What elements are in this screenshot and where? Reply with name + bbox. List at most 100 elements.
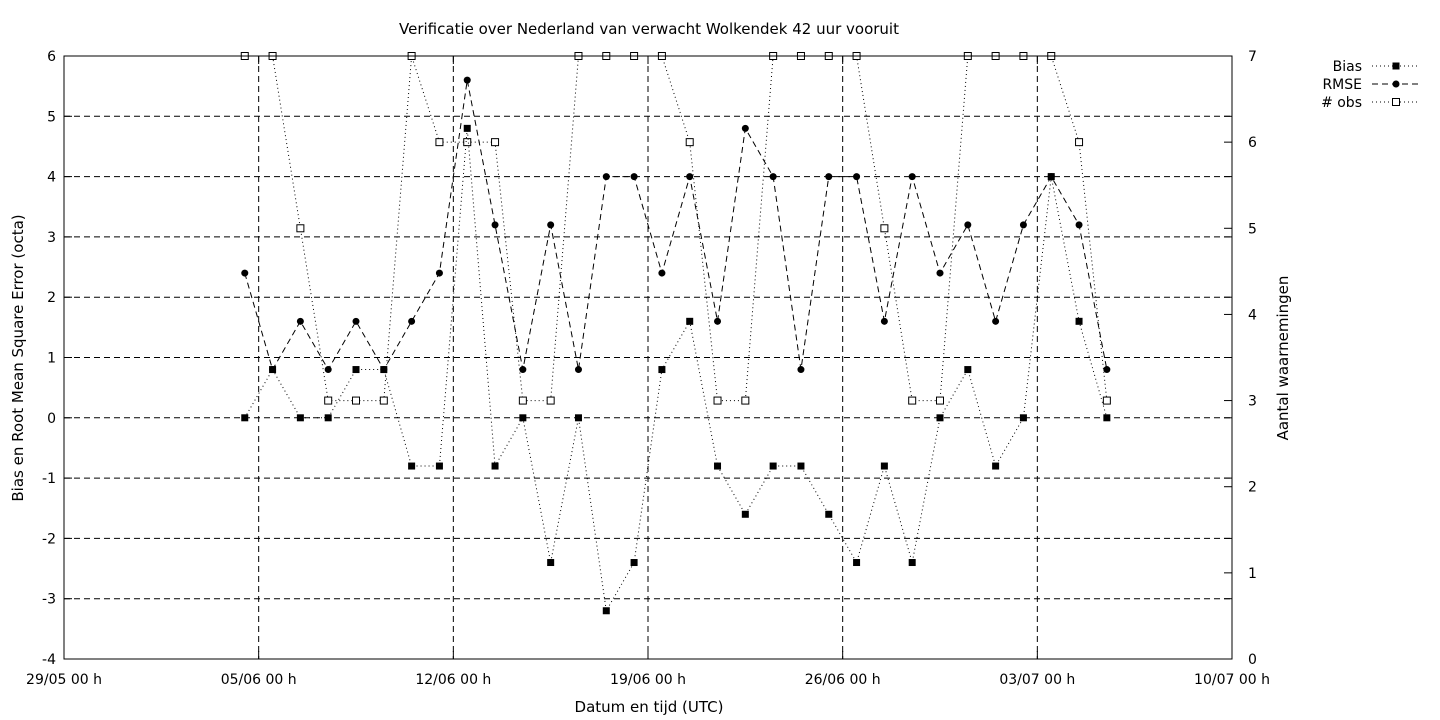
y2-tick-label: 0 [1248,652,1257,668]
data-point-rmse [797,366,805,374]
x-tick-label: 12/06 00 h [415,672,491,688]
data-point-rmse [936,269,944,277]
data-point-rmse [352,317,360,325]
data-point-bias [1103,414,1111,422]
data-point-bias [380,366,388,374]
data-point-rmse [1103,366,1111,374]
y2-tick-label: 5 [1248,221,1257,237]
series-rmse [241,76,1111,374]
data-point-bias [574,414,582,422]
data-point-rmse [491,221,499,229]
series-line-obs [244,55,1108,402]
data-point-bias [602,607,610,615]
data-point-bias [797,462,805,470]
data-point-obs [880,224,889,233]
y-tick-label: 6 [47,49,56,65]
y-tick-label: -1 [42,471,56,487]
data-point-bias [241,414,249,422]
x-tick-label: 05/06 00 h [221,672,297,688]
data-point-obs [546,396,555,405]
data-point-obs [741,396,750,405]
x-tick-label: 29/05 00 h [26,672,102,688]
y-tick-label: 1 [47,351,56,367]
data-point-bias [1047,173,1055,181]
series-layer [240,52,1111,615]
series-line-rmse [244,80,1108,371]
series-obs [240,52,1111,405]
legend-marker-rmse [1392,80,1400,88]
x-tick-label: 19/06 00 h [610,672,686,688]
data-point-rmse [519,366,527,374]
y-tick-label: 4 [47,170,56,186]
data-point-bias [741,510,749,518]
y2-tick-label: 3 [1248,394,1257,410]
data-point-bias [630,559,638,567]
data-point-rmse [825,173,833,181]
y2-tick-label: 6 [1248,135,1257,151]
data-point-bias [269,366,277,374]
data-point-bias [435,462,443,470]
data-point-bias [908,559,916,567]
y2-axis-label: Aantal waarnemingen [1274,276,1292,441]
y-tick-label: 2 [47,290,56,306]
data-point-obs [324,396,333,405]
data-point-rmse [769,173,777,181]
y-tick-label: 3 [47,230,56,246]
data-point-obs [379,396,388,405]
data-point-obs [352,396,360,405]
data-point-bias [519,414,527,422]
data-point-rmse [324,366,332,374]
legend-label-obs: # obs [1321,95,1362,111]
y-axis-label: Bias en Root Mean Square Error (octa) [9,214,27,501]
data-point-rmse [630,173,638,181]
x-tick-label: 26/06 00 h [805,672,881,688]
y-tick-label: -4 [42,652,56,668]
data-point-rmse [408,317,416,325]
legend-marker-bias [1392,62,1400,70]
data-point-bias [1075,317,1083,325]
data-point-obs [908,396,917,405]
data-point-obs [1102,396,1111,405]
data-point-obs [936,396,944,405]
data-point-bias [547,559,555,567]
series-line-bias [244,128,1108,613]
data-point-obs [685,138,694,147]
data-point-rmse [964,221,972,229]
y2-tick-label: 2 [1248,480,1257,496]
y-tick-label: -2 [42,531,56,547]
data-point-bias [714,462,722,470]
data-point-rmse [880,317,888,325]
series-bias [241,124,1111,615]
data-point-obs [491,138,500,147]
data-point-obs [713,396,722,405]
y2-tick-label: 7 [1248,49,1257,65]
data-point-bias [352,366,360,374]
data-point-obs [1075,138,1084,147]
data-point-obs [518,396,527,405]
data-point-bias [1019,414,1027,422]
legend: Bias RMSE # obs [1321,59,1420,111]
data-point-rmse [241,269,249,277]
data-point-rmse [686,173,694,181]
data-point-bias [408,462,416,470]
data-point-rmse [1019,221,1027,229]
data-point-bias [964,366,972,374]
y-tick-label: 0 [47,411,56,427]
y2-tick-label: 4 [1248,307,1257,323]
data-point-rmse [741,124,749,132]
data-point-bias [686,317,694,325]
x-axis-ticks: 29/05 00 h 05/06 00 h 12/06 00 h 19/06 00 h… [26,56,1270,688]
data-point-rmse [547,221,555,229]
data-point-bias [853,559,861,567]
data-point-rmse [658,269,666,277]
data-point-bias [825,510,833,518]
data-point-rmse [908,173,916,181]
data-point-bias [992,462,1000,470]
y2-tick-label: 1 [1248,566,1257,582]
data-point-obs [463,138,472,147]
y-tick-label: -3 [42,592,56,608]
data-point-bias [324,414,332,422]
y-tick-label: 5 [47,109,56,125]
data-point-rmse [992,317,1000,325]
